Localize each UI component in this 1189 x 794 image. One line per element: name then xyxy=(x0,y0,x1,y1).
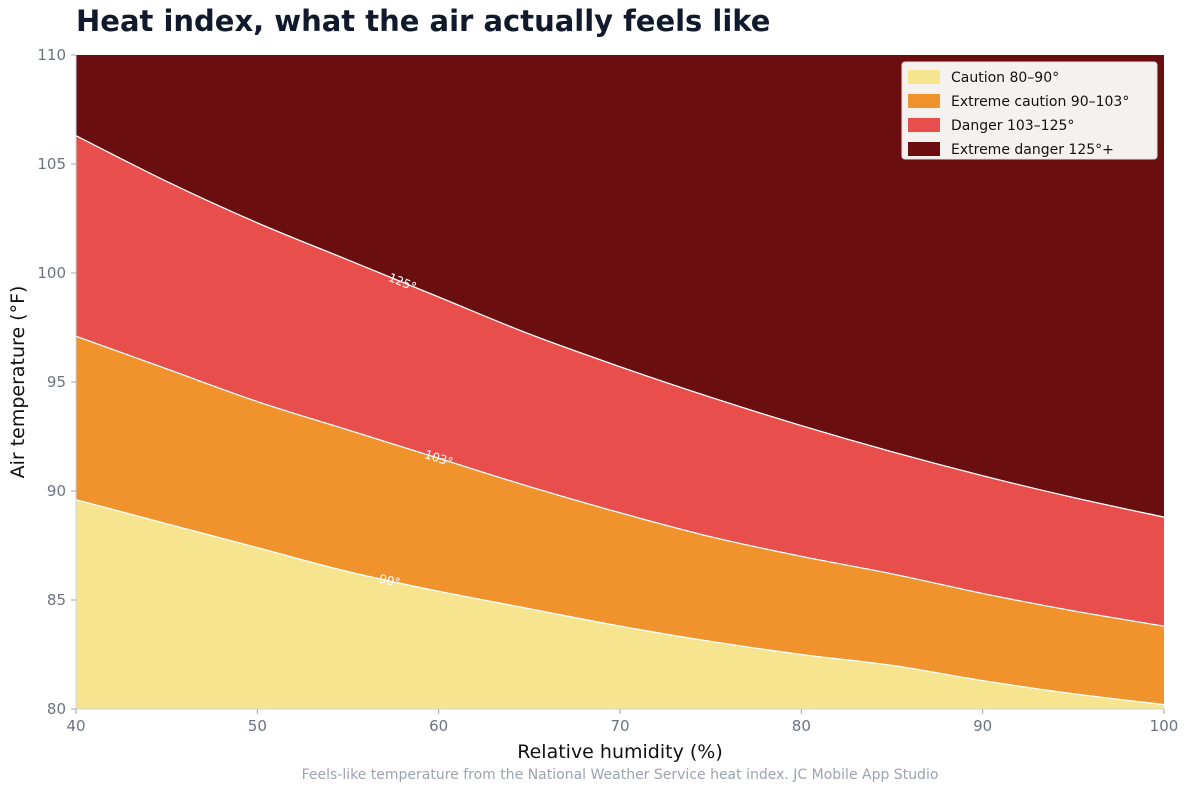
x-axis-title: Relative humidity (%) xyxy=(517,741,722,763)
y-tick-label: 100 xyxy=(37,264,66,282)
y-tick-label: 85 xyxy=(47,591,66,609)
y-tick-label: 105 xyxy=(37,155,66,173)
x-tick-label: 70 xyxy=(610,717,629,735)
legend-entry: Caution 80–90° xyxy=(951,70,1059,86)
x-tick-label: 50 xyxy=(248,717,267,735)
x-tick-label: 80 xyxy=(792,717,811,735)
contour-label-90: 90° xyxy=(378,572,402,590)
y-tick-label: 110 xyxy=(37,46,66,64)
contour-lines xyxy=(75,135,1165,706)
x-tick-label: 60 xyxy=(429,717,448,735)
legend-swatch xyxy=(908,118,940,132)
chart-title: Heat index, what the air actually feels … xyxy=(76,4,771,38)
contour-line-125 xyxy=(75,135,1165,518)
legend-swatch xyxy=(908,142,940,156)
contour-line-90 xyxy=(75,499,1165,706)
legend-swatch xyxy=(908,94,940,108)
x-tick-label: 90 xyxy=(973,717,992,735)
legend: Caution 80–90° Extreme caution 90–103° Dan… xyxy=(901,61,1158,160)
band-areas xyxy=(76,55,1164,709)
y-tick-label: 90 xyxy=(47,482,66,500)
chart-caption: Feels-like temperature from the National… xyxy=(301,767,939,783)
contour-line-103 xyxy=(75,335,1165,627)
legend-box xyxy=(901,61,1158,160)
x-tick-label: 100 xyxy=(1150,717,1179,735)
y-axis-title: Air temperature (°F) xyxy=(7,286,29,479)
legend-swatch xyxy=(908,70,940,84)
legend-entry: Danger 103–125° xyxy=(951,118,1074,134)
y-tick-label: 80 xyxy=(47,700,66,718)
axes: 40 50 60 70 80 90 100 80 85 90 95 100 105 110 Relative… xyxy=(7,46,1178,763)
x-tick-label: 40 xyxy=(66,717,85,735)
band-caution xyxy=(76,499,1164,709)
legend-entry: Extreme caution 90–103° xyxy=(951,94,1129,110)
y-tick-label: 95 xyxy=(47,373,66,391)
legend-entry: Extreme danger 125°+ xyxy=(951,142,1114,158)
